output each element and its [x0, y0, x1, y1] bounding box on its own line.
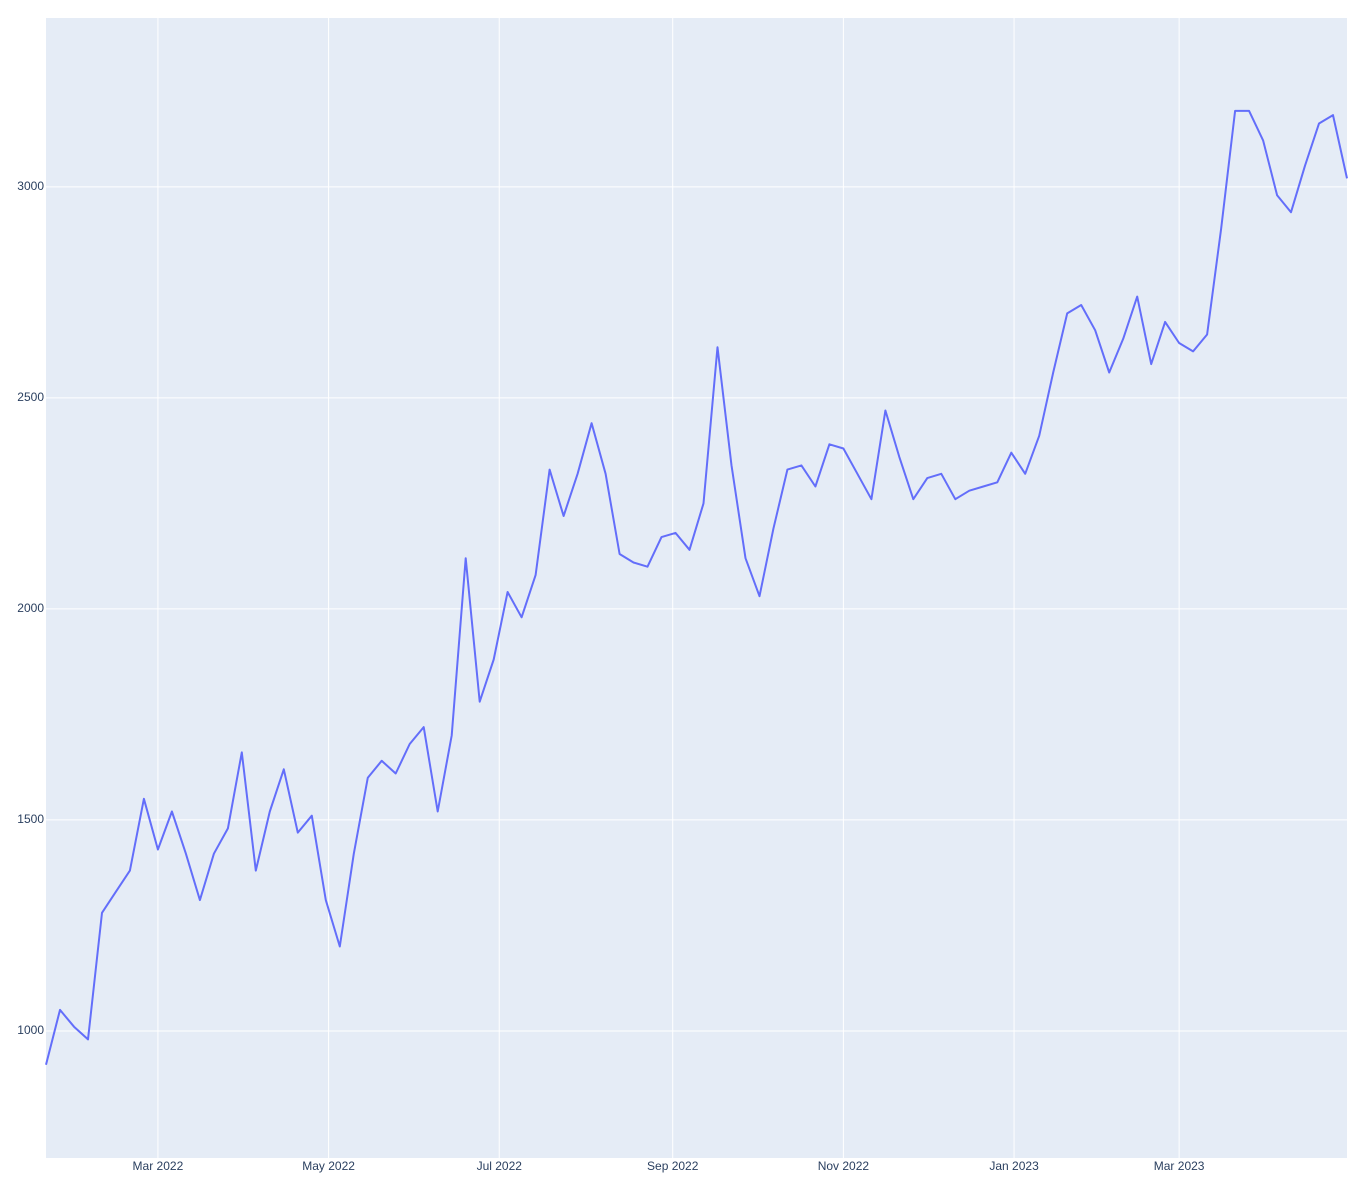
x-tick-label: Jan 2023 — [989, 1159, 1039, 1173]
x-tick-label: Mar 2022 — [133, 1159, 184, 1173]
x-tick-label: Nov 2022 — [818, 1159, 870, 1173]
x-tick-label: Sep 2022 — [647, 1159, 699, 1173]
x-tick-label: May 2022 — [302, 1159, 355, 1173]
y-tick-label: 3000 — [17, 179, 44, 193]
y-tick-label: 2000 — [17, 601, 44, 615]
plot-area — [46, 18, 1347, 1158]
y-tick-label: 1500 — [17, 812, 44, 826]
y-tick-label: 1000 — [17, 1023, 44, 1037]
data-line — [45, 109, 1348, 1065]
y-tick-label: 2500 — [17, 390, 44, 404]
x-tick-label: Jul 2022 — [477, 1159, 523, 1173]
x-tick-label: Mar 2023 — [1154, 1159, 1205, 1173]
